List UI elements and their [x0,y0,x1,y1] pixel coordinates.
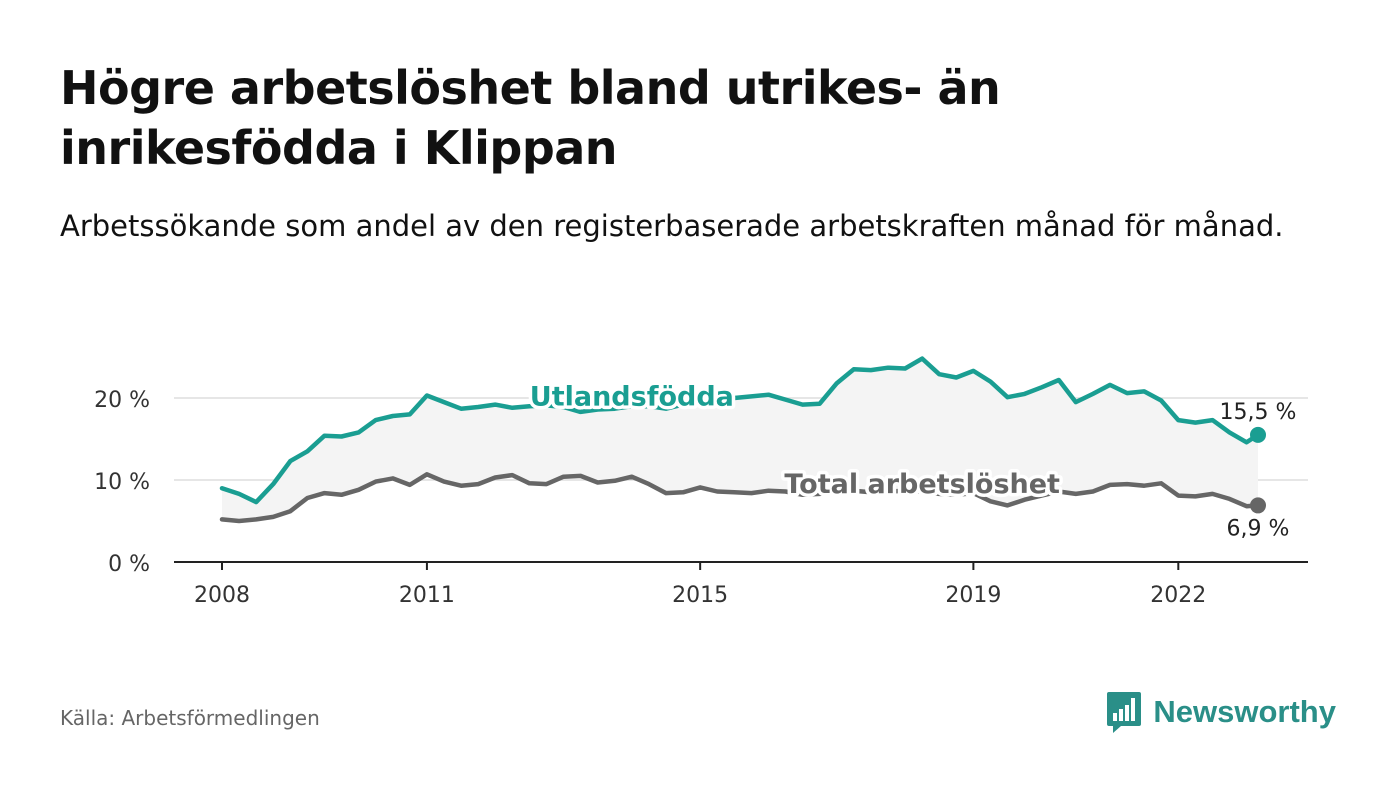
series-label-utlandsfodda: Utlandsfödda [530,381,734,412]
end-value-label: 15,5 % [1220,400,1297,425]
end-point-total [1250,497,1266,514]
series-label-halo: Utlandsfödda [530,381,734,412]
bar-chart-speech-bubble-icon [1107,692,1142,733]
y-tick-label: 10 % [94,470,150,495]
x-tick-label: 2015 [672,583,728,608]
chart-title: Högre arbetslöshet bland utrikes- än inr… [60,61,1001,175]
x-tick-label: 2011 [399,583,455,608]
end-point-utlandsfodda [1250,426,1266,443]
line-chart: 0 %10 %20 % 15,5 %6,9 %UtlandsföddaUtland… [94,356,1308,608]
x-tick-label: 2008 [194,583,250,608]
chart-subtitle: Arbetssökande som andel av den registerb… [60,209,1284,243]
series-label-total: Total arbetslöshet [784,469,1060,500]
y-tick-label: 0 % [108,552,150,577]
brand-logo: Newsworthy [1105,690,1336,734]
source-note: Källa: Arbetsförmedlingen [60,706,320,730]
y-tick-label: 20 % [94,388,150,413]
x-tick-label: 2022 [1150,583,1206,608]
x-tick-label: 2019 [945,583,1001,608]
series-line-utlandsfodda [219,356,1261,505]
brand-name: Newsworthy [1153,694,1336,729]
series-line-total [219,472,1261,524]
series-label-halo: Total arbetslöshet [784,469,1060,500]
gap-band [222,358,1258,521]
end-value-label: 6,9 % [1227,516,1290,541]
